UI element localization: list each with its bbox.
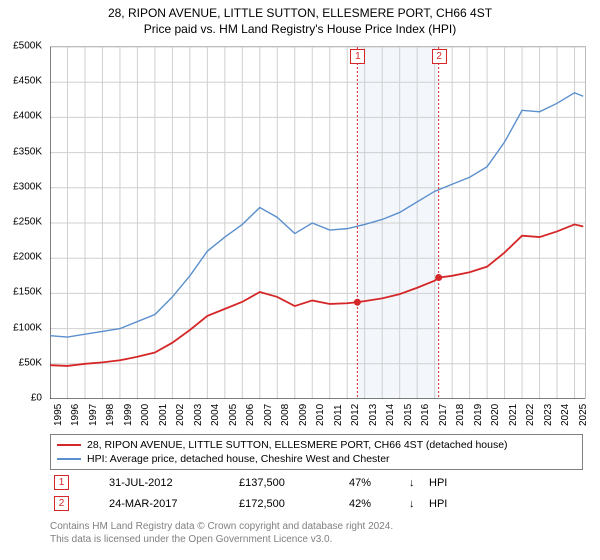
x-tick-label: 2008: [280, 404, 291, 426]
sale-hpi-label: HPI: [429, 477, 469, 489]
x-tick-label: 2025: [578, 404, 589, 426]
legend-swatch: [57, 444, 81, 446]
x-tick-label: 2005: [228, 404, 239, 426]
x-tick-label: 2021: [508, 404, 519, 426]
chart-marker-badge: 1: [350, 49, 365, 64]
sale-badge: 2: [54, 496, 69, 511]
y-tick-label: £400K: [13, 111, 42, 122]
legend-row: HPI: Average price, detached house, Ches…: [57, 452, 576, 466]
footer: Contains HM Land Registry data © Crown c…: [50, 520, 393, 546]
y-tick-label: £500K: [13, 41, 42, 52]
x-tick-label: 2023: [543, 404, 554, 426]
sale-hpi-label: HPI: [429, 498, 469, 510]
plot-area: 12: [50, 46, 586, 399]
x-tick-label: 2011: [333, 404, 344, 426]
x-tick-label: 1998: [105, 404, 116, 426]
x-tick-label: 2010: [315, 404, 326, 426]
sale-price: £137,500: [239, 477, 349, 489]
y-tick-label: £150K: [13, 287, 42, 298]
x-tick-label: 2018: [455, 404, 466, 426]
chart-title-line1: 28, RIPON AVENUE, LITTLE SUTTON, ELLESME…: [0, 0, 600, 20]
x-tick-label: 2003: [193, 404, 204, 426]
footer-line1: Contains HM Land Registry data © Crown c…: [50, 520, 393, 533]
x-tick-label: 2014: [385, 404, 396, 426]
x-tick-label: 2007: [263, 404, 274, 426]
x-tick-label: 1995: [53, 404, 64, 426]
x-tick-label: 2019: [473, 404, 484, 426]
sale-row: 1 31-JUL-2012£137,50047%↓HPI: [50, 472, 583, 493]
sale-date: 24-MAR-2017: [109, 498, 239, 510]
legend-row: 28, RIPON AVENUE, LITTLE SUTTON, ELLESME…: [57, 438, 576, 452]
x-tick-label: 2024: [560, 404, 571, 426]
x-tick-label: 2020: [490, 404, 501, 426]
x-tick-label: 2006: [245, 404, 256, 426]
x-tick-label: 2009: [298, 404, 309, 426]
chart-title-line2: Price paid vs. HM Land Registry's House …: [0, 20, 600, 36]
chart-container: 28, RIPON AVENUE, LITTLE SUTTON, ELLESME…: [0, 0, 600, 560]
sale-badge: 1: [54, 475, 69, 490]
x-tick-label: 2002: [175, 404, 186, 426]
x-tick-label: 2000: [140, 404, 151, 426]
x-axis: 1995 1996 1997 1998 1999 2000 2001 2002 2003 2004…: [50, 398, 585, 430]
x-tick-label: 2016: [420, 404, 431, 426]
x-tick-label: 1999: [123, 404, 134, 426]
legend-label: 28, RIPON AVENUE, LITTLE SUTTON, ELLESME…: [87, 439, 508, 451]
footer-line2: This data is licensed under the Open Gov…: [50, 533, 393, 546]
y-tick-label: £100K: [13, 322, 42, 333]
y-tick-label: £300K: [13, 181, 42, 192]
y-tick-label: £50K: [19, 357, 42, 368]
x-tick-label: 2001: [158, 404, 169, 426]
y-tick-label: £250K: [13, 217, 42, 228]
down-arrow-icon: ↓: [409, 498, 429, 510]
down-arrow-icon: ↓: [409, 477, 429, 489]
sales-table: 1 31-JUL-2012£137,50047%↓HPI 2 24-MAR-2017£…: [50, 472, 583, 514]
x-tick-label: 2013: [368, 404, 379, 426]
sale-pct: 47%: [349, 477, 409, 489]
plot-svg: [50, 47, 585, 399]
legend: 28, RIPON AVENUE, LITTLE SUTTON, ELLESME…: [50, 434, 583, 470]
legend-label: HPI: Average price, detached house, Ches…: [87, 453, 390, 465]
legend-swatch: [57, 458, 81, 460]
y-tick-label: £0: [31, 393, 42, 404]
x-tick-label: 1996: [70, 404, 81, 426]
sale-price: £172,500: [239, 498, 349, 510]
sale-row: 2 24-MAR-2017£172,50042%↓HPI: [50, 493, 583, 514]
sale-date: 31-JUL-2012: [109, 477, 239, 489]
y-tick-label: £450K: [13, 76, 42, 87]
chart-marker-badge: 2: [432, 49, 447, 64]
y-tick-label: £350K: [13, 146, 42, 157]
x-tick-label: 2004: [210, 404, 221, 426]
x-tick-label: 1997: [88, 404, 99, 426]
x-tick-label: 2012: [350, 404, 361, 426]
y-tick-label: £200K: [13, 252, 42, 263]
x-tick-label: 2017: [438, 404, 449, 426]
sale-pct: 42%: [349, 498, 409, 510]
x-tick-label: 2015: [403, 404, 414, 426]
y-axis: £0£50K£100K£150K£200K£250K£300K£350K£400…: [0, 46, 46, 398]
x-tick-label: 2022: [525, 404, 536, 426]
